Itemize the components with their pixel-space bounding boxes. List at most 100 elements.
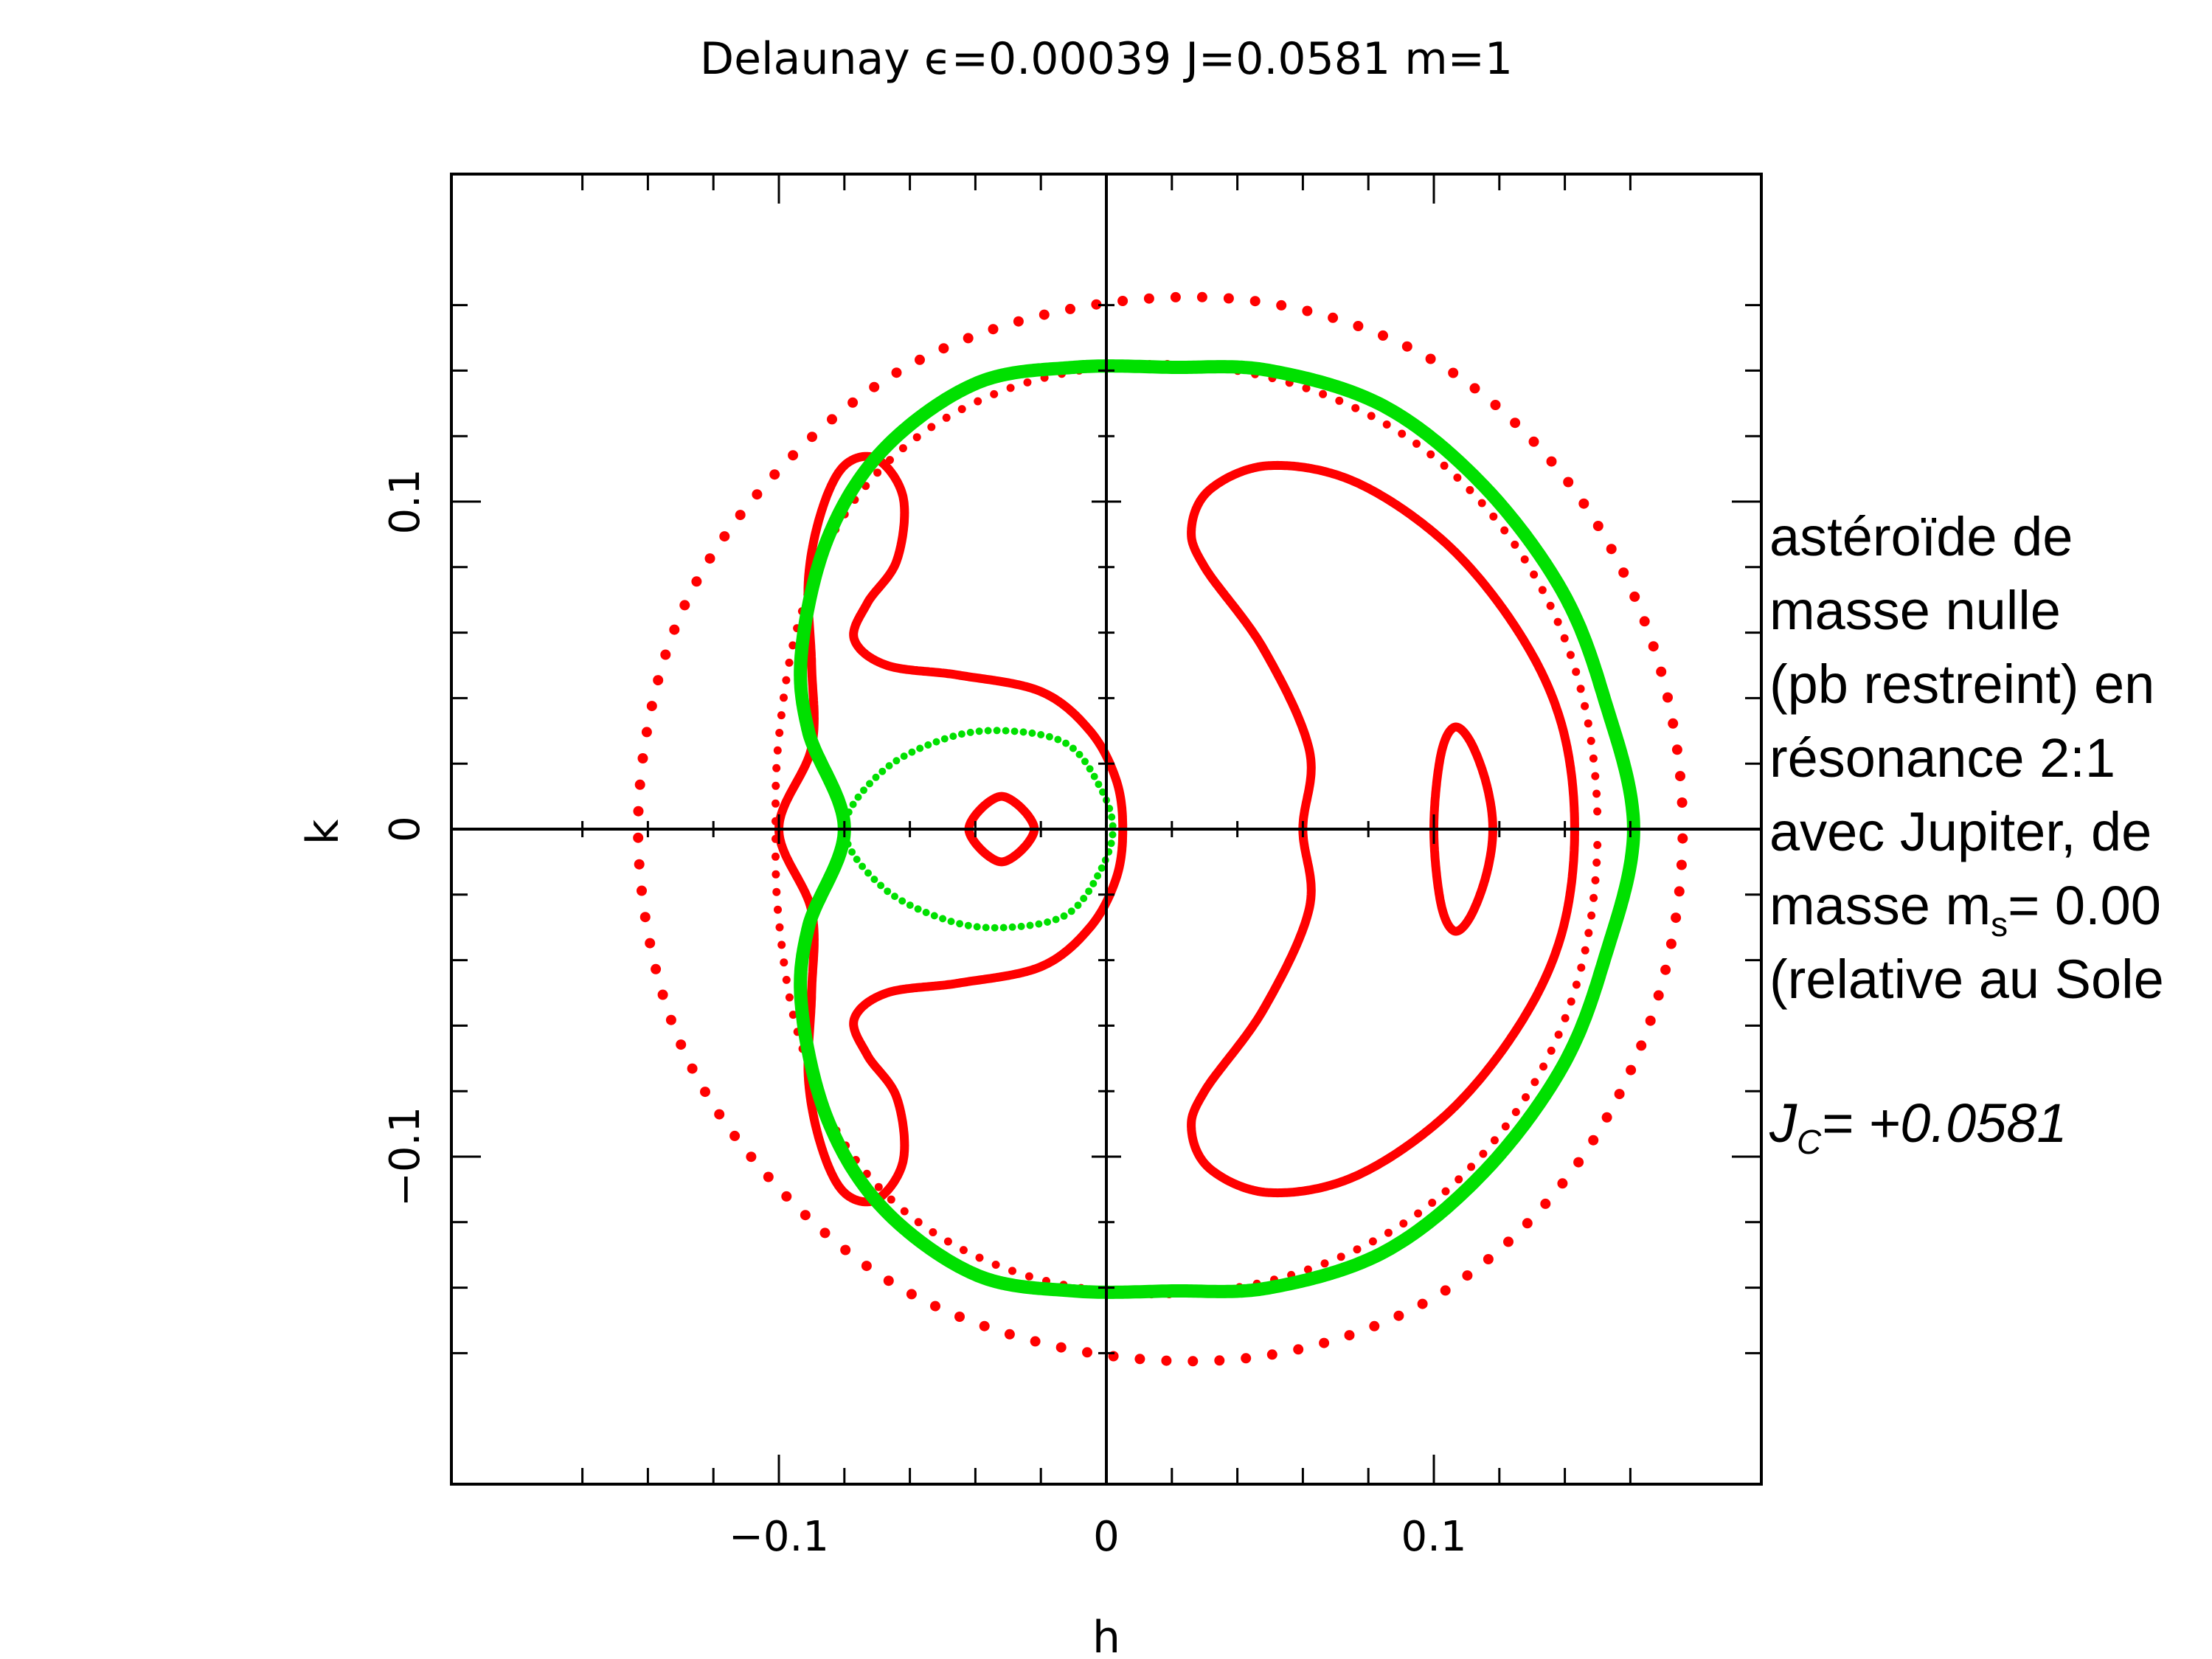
curve-dot: [1344, 1330, 1355, 1341]
curve-dot: [1414, 1209, 1423, 1218]
curve-dot: [1378, 330, 1388, 341]
curve-dot: [1589, 893, 1598, 902]
annotation-line: (pb restreint) en: [1769, 654, 2155, 715]
curve-dot: [769, 469, 780, 480]
curve-dot: [1674, 886, 1685, 897]
curve-dot: [1653, 990, 1664, 1001]
curve-dot: [1553, 617, 1562, 626]
curve-dot: [975, 1253, 984, 1262]
curve-dot: [870, 876, 878, 884]
curve-dot: [1554, 1031, 1563, 1039]
curve-dot: [1143, 293, 1154, 304]
curve-dot: [1353, 1245, 1362, 1254]
curve-dot: [938, 343, 949, 354]
annotation-line: (relative au Sole: [1769, 949, 2164, 1010]
curve-dot: [1656, 666, 1667, 677]
curve-dot: [1080, 895, 1088, 902]
curve-dot: [999, 924, 1008, 932]
curve-dot: [1677, 797, 1688, 808]
curve-dot: [700, 1087, 710, 1098]
curve-dot: [782, 676, 791, 685]
curve-dot: [887, 1195, 895, 1204]
curve-dot: [714, 1109, 725, 1120]
annotation-mass-line: masse ms= 0.00: [1769, 869, 2164, 943]
curve-dot: [1426, 450, 1435, 459]
curve-dot: [780, 958, 788, 967]
curve-dot: [1425, 353, 1436, 364]
curve-dot: [645, 938, 656, 949]
curve-dot: [914, 1218, 923, 1227]
curve-dot: [1266, 1349, 1277, 1360]
curve-dot: [906, 901, 914, 910]
curve-dot: [1293, 1344, 1304, 1355]
curve-dot: [1384, 1228, 1393, 1237]
curve-dot: [1591, 772, 1600, 780]
curve-dot: [883, 1275, 894, 1286]
curve-dot: [1561, 1014, 1570, 1022]
curve-dot: [940, 735, 949, 743]
curve-dot: [991, 924, 999, 932]
chart-title: Delaunay ϵ=0.00039 J=0.0581 m=1: [700, 33, 1513, 85]
curve-dot: [676, 1039, 687, 1050]
curve-dot: [1082, 1347, 1092, 1358]
curve-dot: [634, 859, 645, 870]
curve-dot: [1626, 1064, 1637, 1076]
curve-dot: [1677, 833, 1688, 844]
annotation-line: résonance 2:1: [1769, 727, 2116, 789]
curve-dot: [1490, 400, 1501, 410]
curve-dot: [639, 912, 651, 923]
curve-dot: [878, 767, 887, 775]
curve-dot: [1578, 498, 1589, 509]
curve-dot: [1440, 1285, 1451, 1296]
curve-dot: [874, 1182, 883, 1191]
curve-dot: [947, 918, 955, 926]
curve-dot: [1668, 718, 1679, 729]
curve-dot: [885, 762, 893, 770]
curve-dot: [1538, 586, 1547, 595]
curve-dot: [1302, 384, 1311, 392]
curve-dot: [1671, 912, 1682, 924]
curve-dot: [1401, 341, 1412, 352]
curve-dot: [637, 885, 647, 896]
curve-dot: [763, 1171, 774, 1182]
curve-dot: [892, 757, 901, 765]
curve-dot: [1645, 1015, 1656, 1026]
curve-dot: [1572, 980, 1581, 989]
curve-dot: [1500, 526, 1509, 535]
curve-dot: [860, 786, 867, 794]
curve-dot: [772, 763, 781, 772]
curve-dot: [691, 576, 702, 587]
curve-dot: [1511, 540, 1519, 549]
curve-dot: [957, 730, 965, 738]
curve-dot: [975, 727, 983, 735]
curve-dot: [912, 433, 921, 442]
curve-dot: [1023, 378, 1032, 387]
curve-dot: [788, 641, 797, 650]
curve-dot: [1576, 685, 1585, 693]
curve-separatrix-inner: [841, 727, 1117, 932]
curve-dot: [1466, 485, 1474, 494]
curve-dot: [1584, 719, 1592, 728]
curve-dot: [1069, 744, 1077, 752]
curve-dot: [1320, 1259, 1329, 1268]
curve-dot: [785, 658, 794, 667]
curve-dot: [1671, 744, 1682, 755]
curve-dot: [988, 324, 999, 335]
curve-dot: [1035, 920, 1043, 928]
curve-dot: [773, 746, 782, 755]
curve-dot: [1335, 396, 1344, 405]
curve-dot: [873, 468, 882, 477]
curve-dot: [1614, 1089, 1625, 1100]
curve-dot: [949, 732, 957, 741]
curve-dot: [800, 1210, 811, 1221]
curve-dot: [1039, 309, 1050, 320]
curve-dot: [1540, 1198, 1551, 1209]
curve-dot: [1008, 1267, 1016, 1275]
annotation-line: masse nulle: [1769, 580, 2061, 641]
curve-dot: [916, 744, 924, 752]
curve-dot: [1412, 440, 1421, 448]
curve-dot: [1002, 727, 1010, 735]
curve-dot: [1117, 296, 1128, 306]
curve-dot: [1546, 456, 1557, 467]
annotation-line: astéroïde de: [1769, 506, 2073, 567]
